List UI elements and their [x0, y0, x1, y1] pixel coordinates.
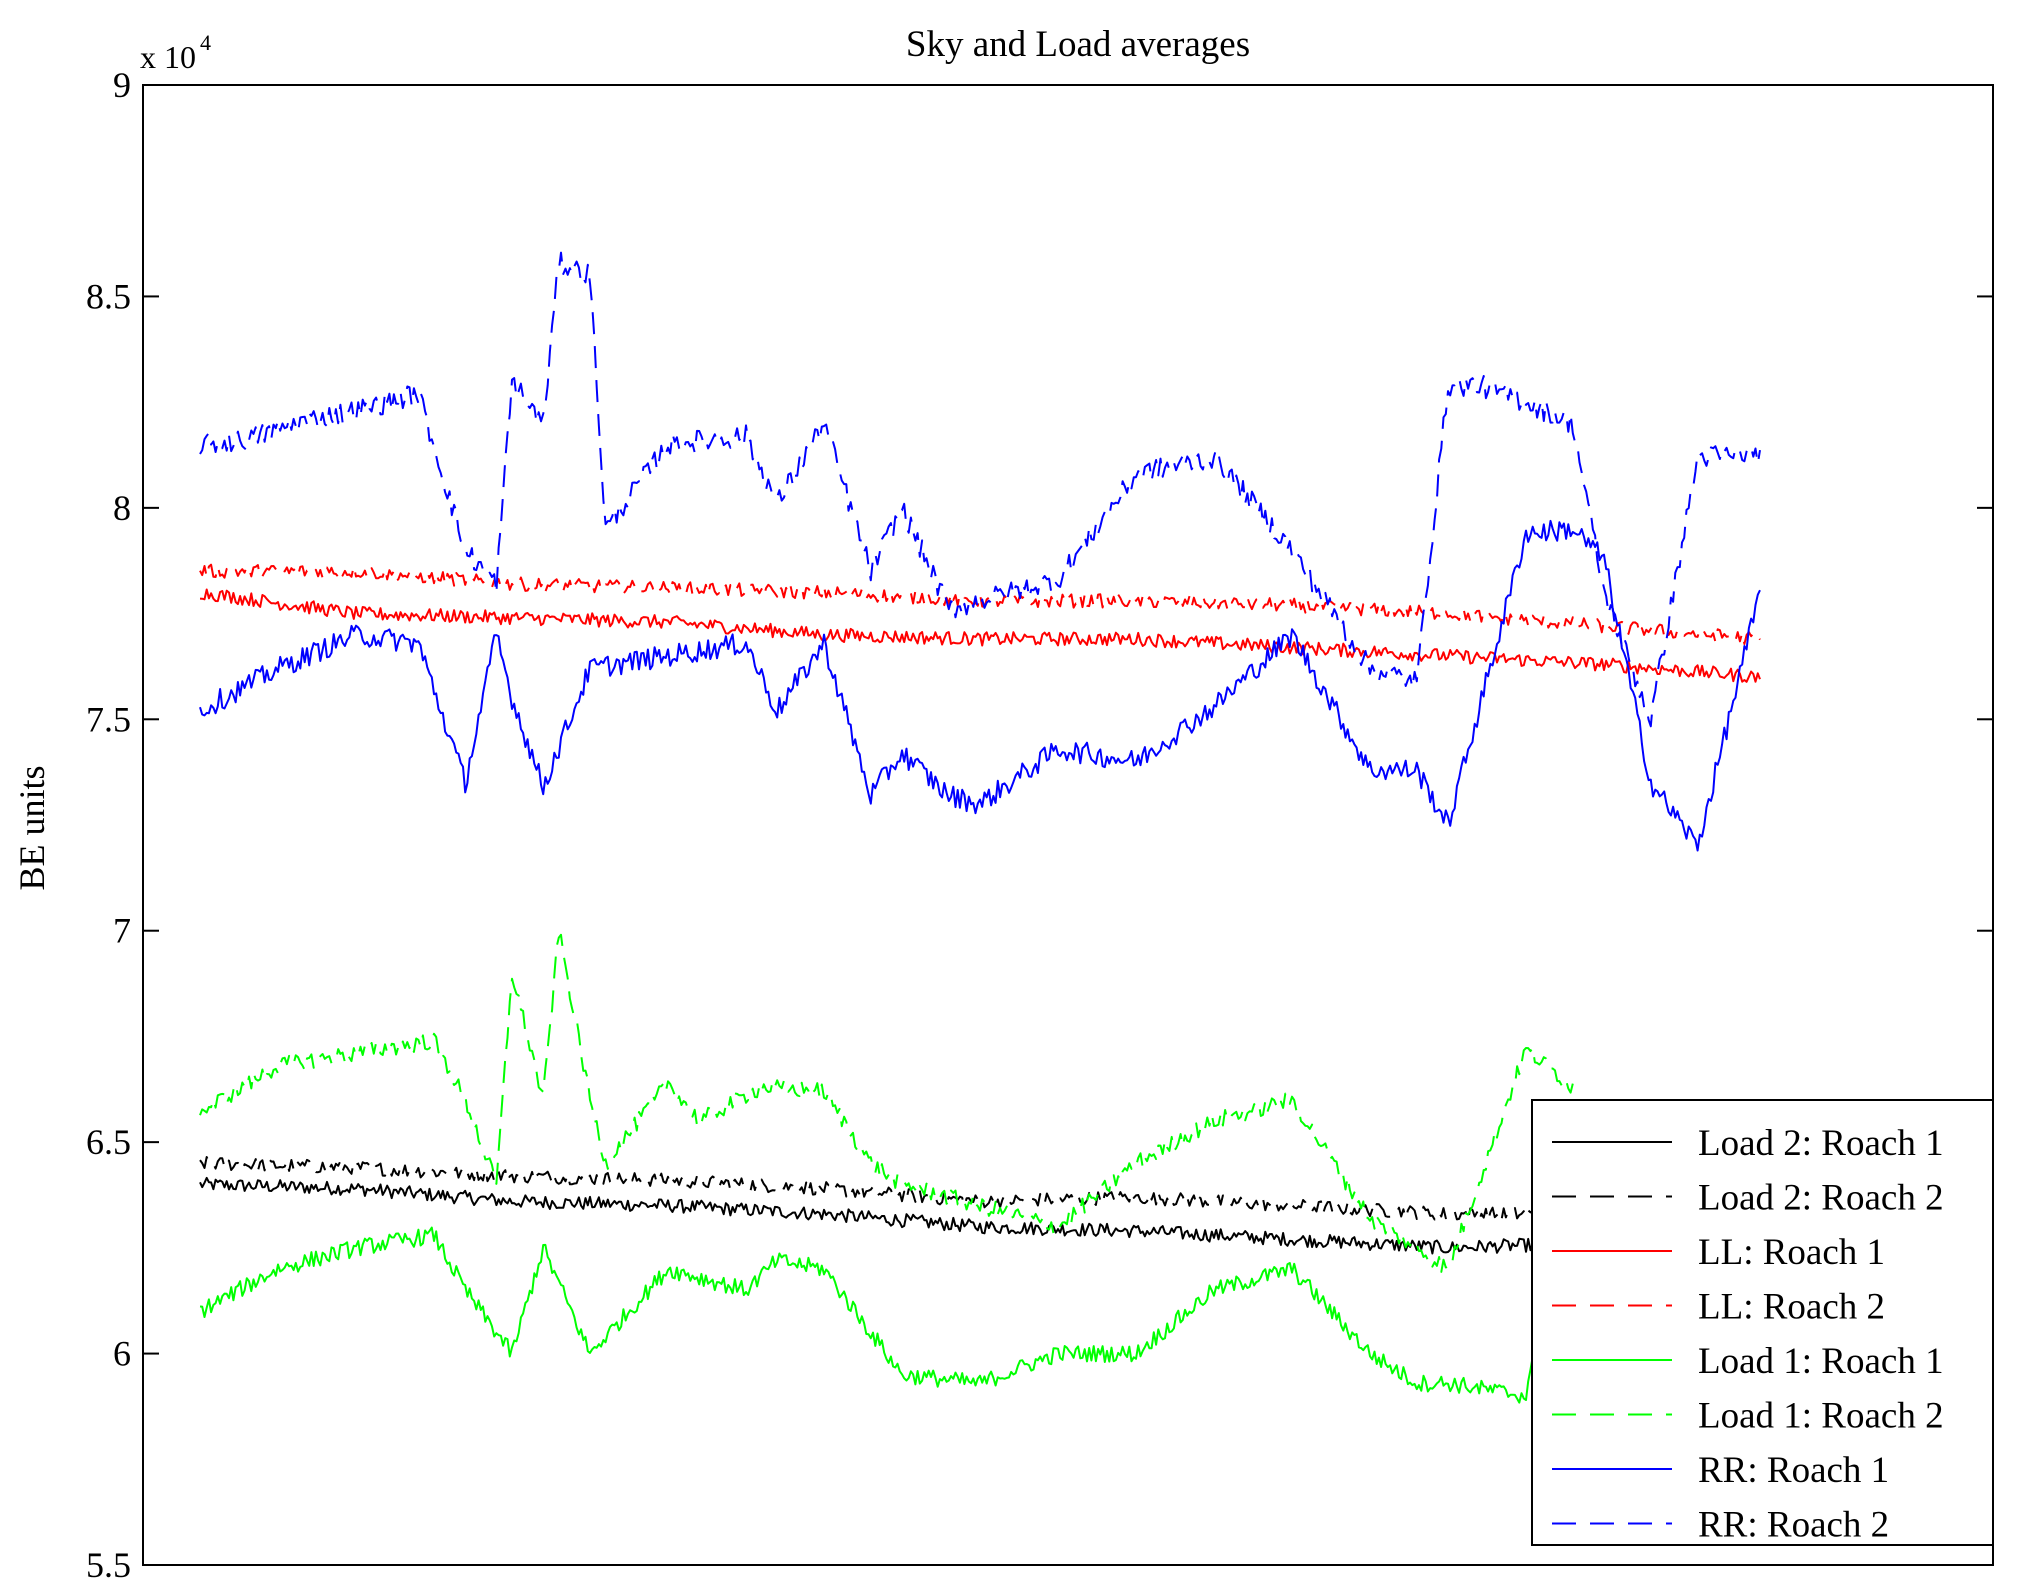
legend: Load 2: Roach 1 Load 2: Roach 2 LL: Roach … — [1531, 1099, 1994, 1546]
y-tick-label: 9 — [113, 65, 131, 105]
y-tick-label: 6 — [113, 1334, 131, 1374]
legend-label-6: Load 1: Roach 2 — [1698, 1396, 1944, 1437]
series-line-5 — [199, 1182, 1574, 1404]
y-tick-label: 7 — [113, 911, 131, 951]
y-ticks: 5.5 6 6.5 7 7.5 8 8.5 9 — [86, 65, 1993, 1585]
legend-label-8: RR: Roach 2 — [1698, 1505, 1889, 1546]
legend-label-4: LL: Roach 2 — [1698, 1287, 1885, 1328]
y-tick-label: 8 — [113, 488, 131, 528]
y-tick-label: 5.5 — [86, 1545, 131, 1585]
series-layer — [199, 251, 1761, 1404]
legend-label-3: LL: Roach 1 — [1698, 1232, 1885, 1273]
series-line-1 — [199, 1176, 1573, 1255]
series-line-6 — [199, 933, 1574, 1273]
y-tick-label: 6.5 — [86, 1122, 131, 1162]
series-line-2 — [199, 1156, 1574, 1222]
y-multiplier-label: x 10 4 — [140, 30, 211, 75]
legend-label-2: Load 2: Roach 2 — [1698, 1178, 1944, 1219]
series-line-8 — [199, 251, 1761, 728]
plot-frame — [142, 84, 1994, 1566]
series-line-7 — [199, 519, 1761, 852]
legend-label-1: Load 2: Roach 1 — [1698, 1123, 1944, 1164]
y-tick-label: 8.5 — [86, 276, 131, 316]
legend-label-5: Load 1: Roach 1 — [1698, 1341, 1944, 1382]
y-axis-label: BE units — [12, 765, 52, 890]
series-line-4 — [199, 563, 1761, 645]
series-line-3 — [199, 588, 1761, 683]
y-tick-label: 7.5 — [86, 699, 131, 739]
legend-box — [1531, 1099, 1994, 1546]
chart-title: Sky and Load averages — [906, 24, 1250, 65]
legend-label-7: RR: Roach 1 — [1698, 1450, 1889, 1491]
